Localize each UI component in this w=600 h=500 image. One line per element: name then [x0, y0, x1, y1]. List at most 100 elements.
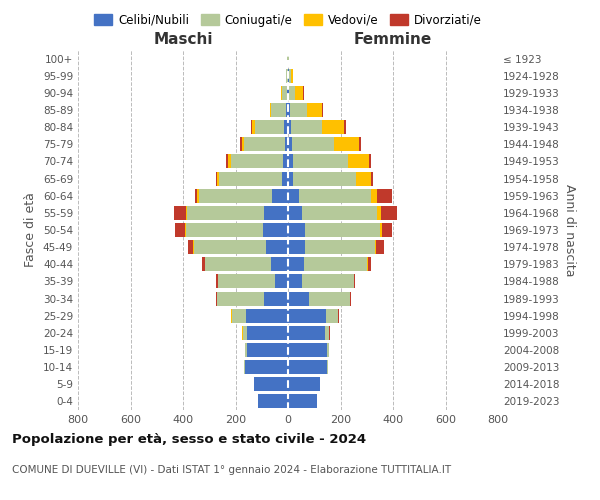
Bar — [227, 154, 231, 168]
Bar — [359, 138, 361, 151]
Bar — [263, 223, 288, 237]
Bar — [193, 240, 266, 254]
Bar — [272, 188, 288, 202]
Bar — [334, 138, 359, 151]
Bar — [218, 274, 275, 288]
Bar — [197, 188, 199, 202]
Bar — [199, 188, 272, 202]
Bar — [265, 206, 288, 220]
Bar — [288, 360, 328, 374]
Bar — [350, 292, 351, 306]
Bar — [281, 86, 282, 100]
Bar — [288, 258, 304, 272]
Bar — [288, 343, 328, 357]
Bar — [287, 86, 288, 100]
Bar — [367, 258, 368, 272]
Bar — [265, 292, 288, 306]
Bar — [305, 223, 380, 237]
Bar — [219, 172, 282, 185]
Bar — [344, 120, 346, 134]
Bar — [288, 206, 302, 220]
Bar — [216, 292, 217, 306]
Bar — [252, 120, 256, 134]
Bar — [290, 103, 307, 117]
Bar — [258, 394, 288, 408]
Bar — [293, 154, 348, 168]
Bar — [271, 103, 286, 117]
Bar — [322, 120, 344, 134]
Bar — [299, 188, 371, 202]
Bar — [185, 223, 263, 237]
Bar — [283, 154, 288, 168]
Bar — [284, 120, 288, 134]
Bar — [226, 154, 227, 168]
Bar — [325, 326, 329, 340]
Bar — [175, 223, 185, 237]
Text: Maschi: Maschi — [153, 32, 213, 48]
Bar — [371, 172, 373, 185]
Bar — [266, 240, 288, 254]
Bar — [377, 188, 392, 202]
Bar — [186, 206, 187, 220]
Bar — [382, 223, 392, 237]
Bar — [242, 138, 244, 151]
Bar — [216, 274, 218, 288]
Bar — [215, 172, 217, 185]
Bar — [291, 68, 293, 82]
Bar — [348, 154, 369, 168]
Bar — [288, 240, 305, 254]
Bar — [246, 308, 288, 322]
Bar — [295, 86, 303, 100]
Bar — [371, 188, 377, 202]
Bar — [244, 138, 285, 151]
Y-axis label: Fasce di età: Fasce di età — [25, 192, 37, 268]
Bar — [217, 172, 219, 185]
Bar — [174, 206, 186, 220]
Bar — [288, 292, 309, 306]
Bar — [290, 120, 322, 134]
Bar — [251, 120, 252, 134]
Bar — [356, 172, 371, 185]
Bar — [217, 292, 265, 306]
Bar — [247, 326, 288, 340]
Bar — [231, 154, 283, 168]
Bar — [354, 274, 355, 288]
Bar — [205, 258, 271, 272]
Bar — [302, 274, 353, 288]
Bar — [247, 343, 288, 357]
Bar — [377, 206, 381, 220]
Bar — [288, 308, 326, 322]
Bar — [288, 274, 302, 288]
Bar — [288, 120, 290, 134]
Bar — [289, 86, 295, 100]
Bar — [288, 223, 305, 237]
Bar — [293, 172, 356, 185]
Bar — [292, 138, 334, 151]
Bar — [288, 154, 293, 168]
Bar — [328, 343, 329, 357]
Bar — [288, 172, 293, 185]
Bar — [288, 138, 292, 151]
Bar — [245, 343, 247, 357]
Bar — [188, 240, 193, 254]
Bar — [302, 206, 377, 220]
Bar — [256, 120, 284, 134]
Bar — [282, 86, 287, 100]
Bar — [288, 86, 289, 100]
Bar — [240, 138, 242, 151]
Bar — [242, 326, 247, 340]
Bar — [270, 103, 271, 117]
Bar — [380, 223, 382, 237]
Text: Popolazione per età, sesso e stato civile - 2024: Popolazione per età, sesso e stato civil… — [12, 432, 366, 446]
Bar — [187, 206, 265, 220]
Bar — [305, 240, 374, 254]
Bar — [275, 274, 288, 288]
Bar — [374, 240, 376, 254]
Bar — [376, 240, 384, 254]
Bar — [381, 206, 397, 220]
Bar — [369, 154, 371, 168]
Bar — [288, 326, 325, 340]
Bar — [271, 258, 288, 272]
Bar — [289, 68, 291, 82]
Bar — [307, 103, 322, 117]
